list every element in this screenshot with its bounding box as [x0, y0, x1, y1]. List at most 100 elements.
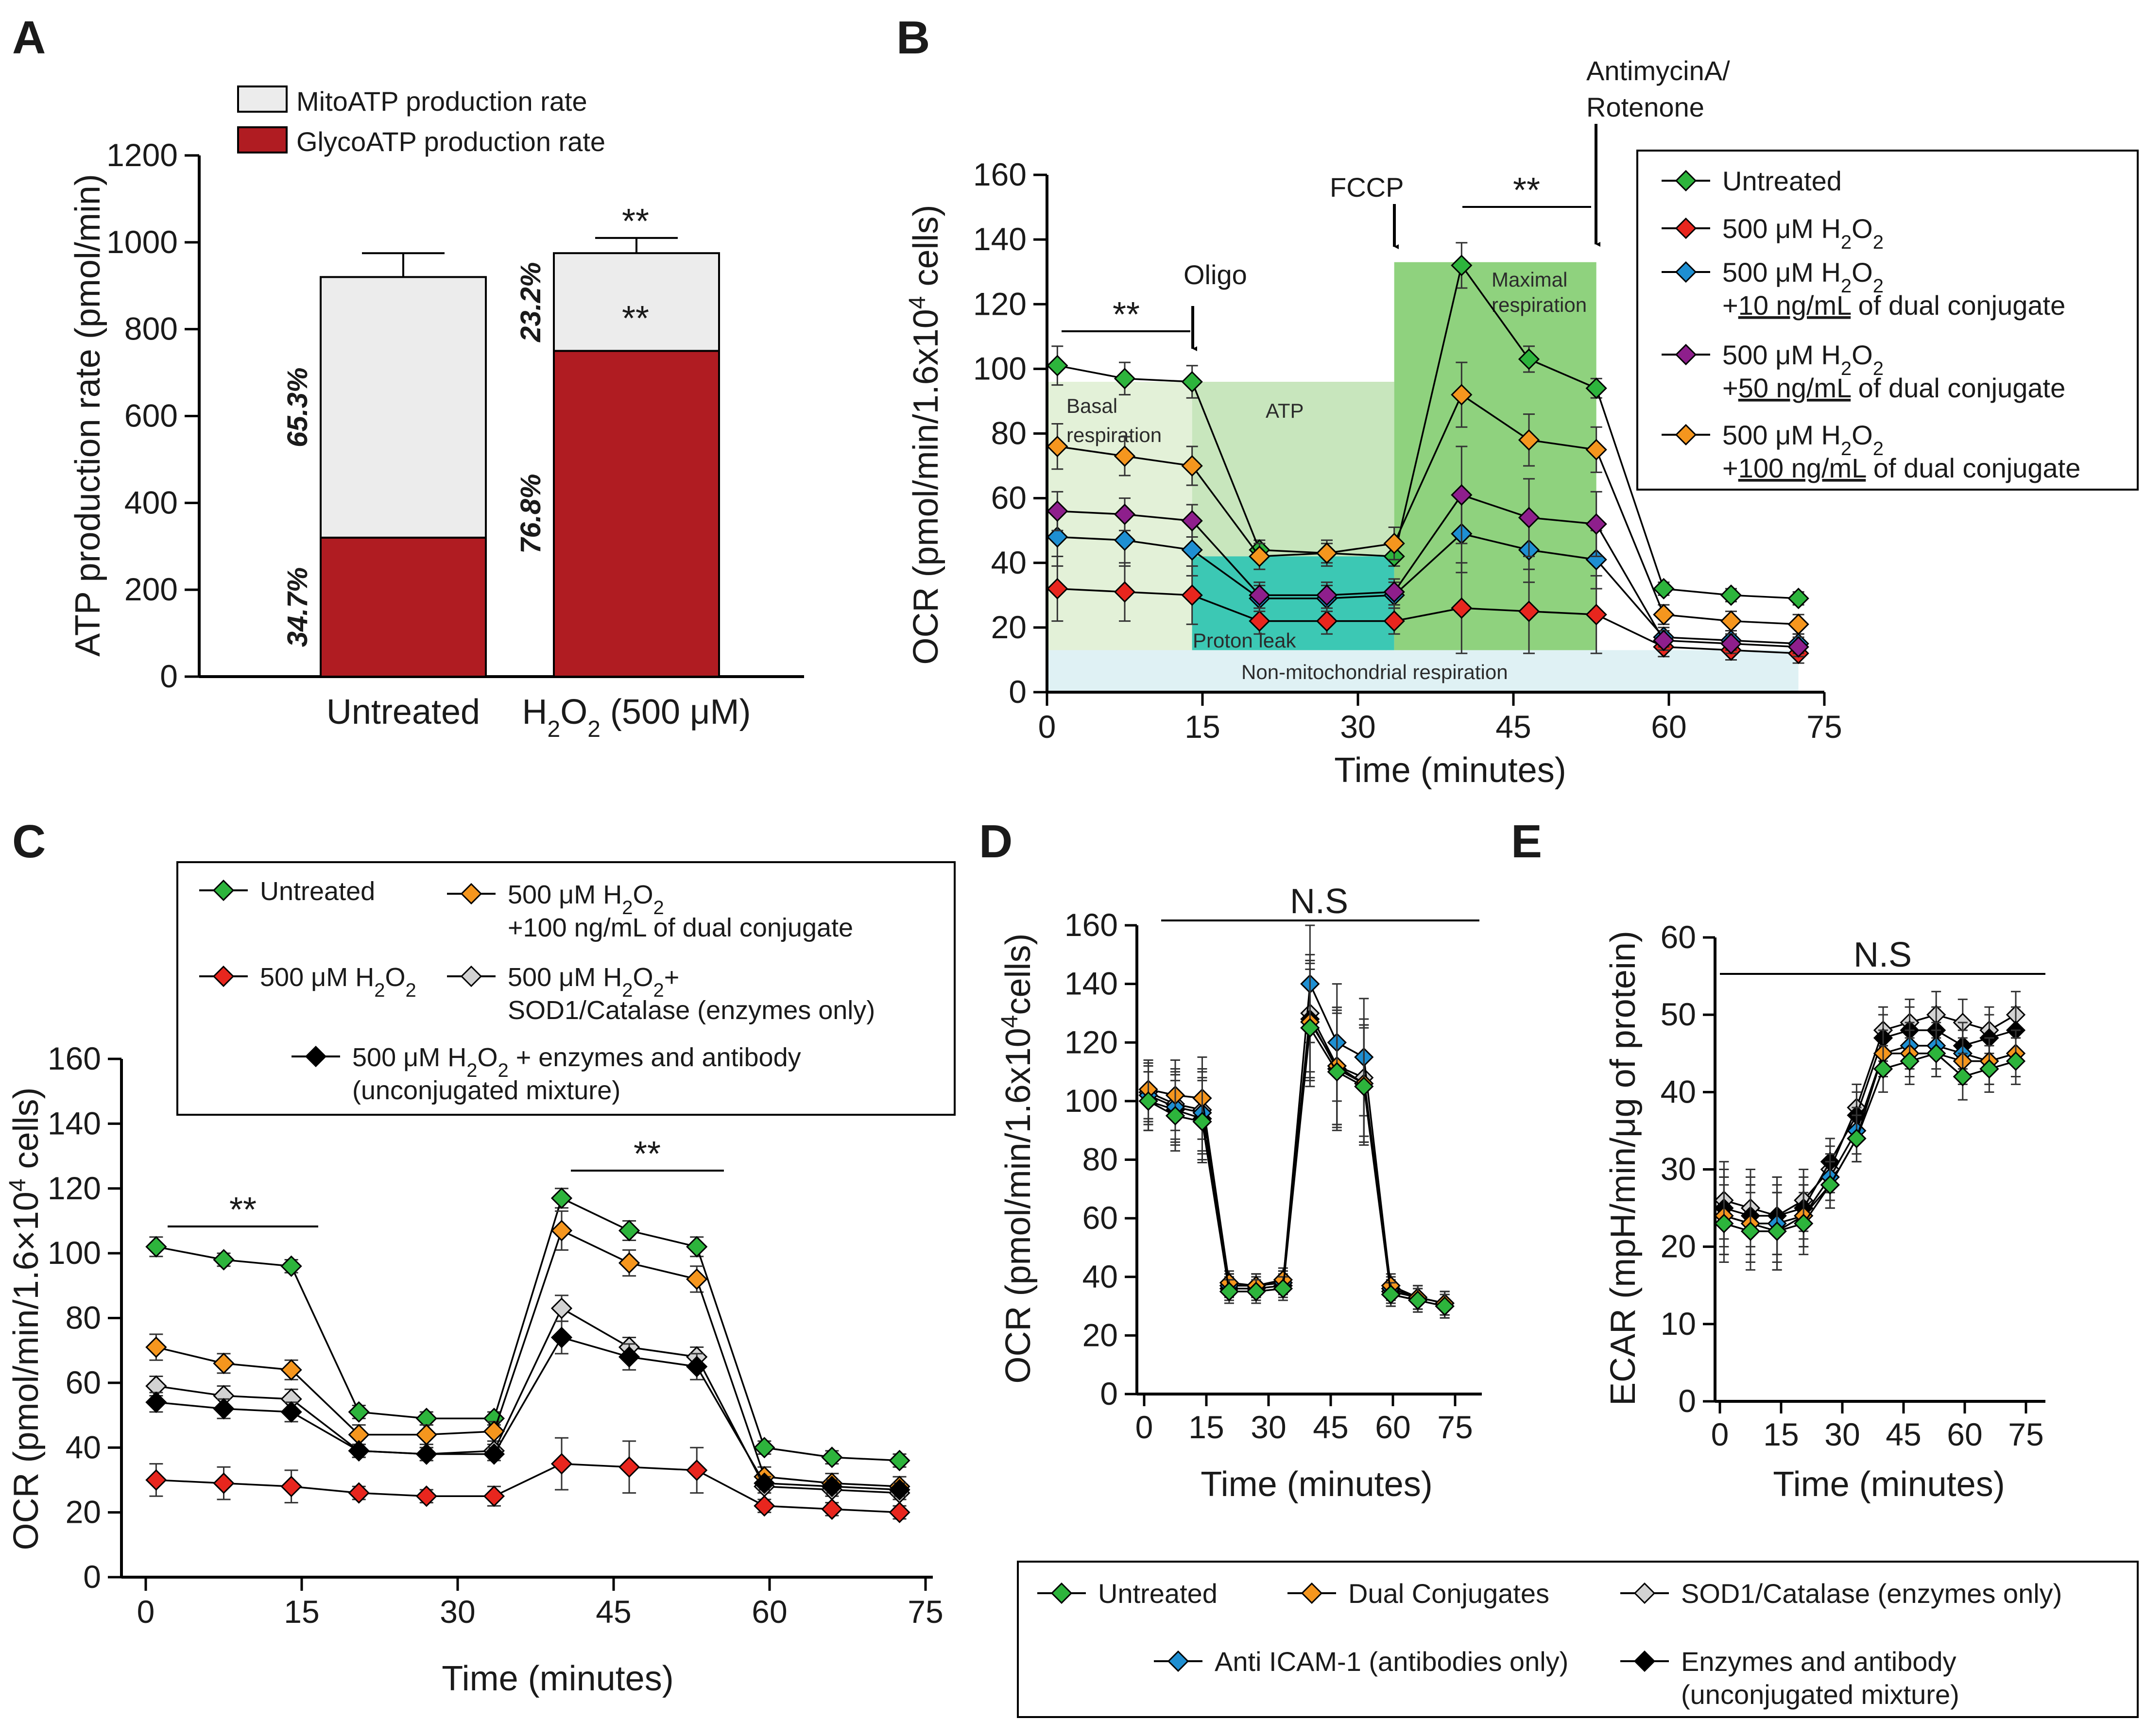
percent-label: 34.7%	[282, 567, 313, 647]
legend-de-dual-label: Dual Conjugates	[1348, 1578, 1549, 1609]
e-ytick-label: 50	[1661, 996, 1696, 1032]
a-ytick-label: 0	[160, 658, 178, 694]
d-xtick-label: 45	[1313, 1409, 1348, 1445]
d-point-untreated	[1381, 1284, 1401, 1305]
b-line-500-m-h-o-10-ng-ml-of-dual-conjugate	[1057, 532, 1799, 645]
c-series-500-m-h-o	[145, 1437, 910, 1523]
legend-de-antibody: Anti ICAM-1 (antibodies only)	[1154, 1646, 1568, 1677]
c-series-500-m-h-o-enzymes-and-antibody-unconjugated-mixture	[145, 1320, 910, 1501]
c-point-untreated	[754, 1437, 775, 1459]
b-ytick-label: 20	[991, 609, 1027, 645]
e-line-sod1-catalase-enzymes-only	[1723, 1014, 2016, 1217]
b-ytick-label: 40	[991, 545, 1027, 580]
e-point-untreated	[1873, 1059, 1893, 1079]
c-point-500-m-h-o	[686, 1459, 708, 1481]
b-line-500-m-h-o-50-ng-ml-of-dual-conjugate	[1057, 494, 1799, 648]
b-point-untreated	[1720, 584, 1742, 606]
legend-b-untreated-marker	[1675, 170, 1697, 192]
c-xtick-label: 15	[284, 1594, 319, 1630]
c-ytick-label: 100	[48, 1235, 101, 1271]
d-point-untreated	[1435, 1296, 1455, 1316]
c-point-500-m-h-o-enzymes-and-antibody-unconjugated-mixture	[550, 1327, 573, 1348]
b-point-500-m-h-o-10-ng-ml-of-dual-conjugate	[1181, 539, 1203, 561]
c-point-500-m-h-o-enzymes-and-antibody-unconjugated-mixture	[686, 1356, 708, 1378]
legend-c-100ng-marker	[460, 883, 482, 905]
b-point-500-m-h-o-100-ng-ml-of-dual-conjugate	[1249, 545, 1270, 567]
d-ytick-label: 20	[1082, 1317, 1118, 1353]
b-ytick-label: 80	[991, 415, 1027, 451]
d-xtick-label: 15	[1188, 1409, 1224, 1445]
e-point-untreated	[2006, 1051, 2026, 1071]
d-line-untreated	[1148, 1025, 1445, 1307]
e-ytick-label: 40	[1661, 1073, 1696, 1109]
c-point-500-m-h-o	[618, 1456, 640, 1478]
panel-letter-d: D	[979, 816, 1012, 868]
panel-d: D 0 20 40 60 80 100 120 140 160 0 15 30 45 60 75 OCR (…	[979, 816, 1482, 1504]
zones-b	[1047, 262, 1799, 692]
d-xtick-label: 75	[1437, 1409, 1473, 1445]
category-label-untreated: Untreated	[326, 693, 480, 732]
b-series-500-m-h-o-100-ng-ml-of-dual-conjugate	[1047, 361, 1809, 635]
b-point-500-m-h-o-50-ng-ml-of-dual-conjugate	[1383, 581, 1405, 603]
x-axis-label-d: Time (minutes)	[1201, 1465, 1432, 1504]
c-point-500-m-h-o	[754, 1495, 775, 1517]
e-xtick-label: 75	[2008, 1416, 2043, 1452]
legend-b-100ng-marker	[1675, 424, 1697, 446]
zone-label-maximal-1: Maximal	[1492, 268, 1567, 291]
c-point-500-m-h-o-enzymes-and-antibody-unconjugated-mixture	[415, 1443, 437, 1465]
b-point-500-m-h-o	[1181, 584, 1203, 606]
legend-de: Untreated Dual Conjugates SOD1/Catalase (e…	[1017, 1561, 2139, 1718]
b-point-500-m-h-o	[1518, 600, 1540, 622]
e-xtick-label: 0	[1711, 1416, 1729, 1452]
legend-c-100ng-label: +100 ng/mL of dual conjugate	[508, 913, 853, 942]
legend-label-glyco: GlycoATP production rate	[296, 126, 605, 157]
b-point-500-m-h-o	[1114, 581, 1136, 603]
legend-box-c	[176, 861, 956, 1116]
zone-label-proton-leak: Proton leak	[1193, 629, 1296, 652]
y-axis-label-b: OCR (pmol/min/1.6x104 cells)	[905, 205, 946, 665]
c-point-500-m-h-o-enzymes-and-antibody-unconjugated-mixture	[618, 1346, 640, 1368]
y-ticks-a: 0 200 400 600 800 1000 1200	[106, 137, 199, 694]
d-ytick-label: 40	[1082, 1259, 1118, 1294]
legend-de-mixture-label: (unconjugated mixture)	[1681, 1679, 1959, 1710]
b-point-500-m-h-o-50-ng-ml-of-dual-conjugate	[1518, 507, 1540, 528]
d-ytick-label: 0	[1100, 1376, 1118, 1412]
b-point-untreated	[1518, 348, 1540, 370]
b-point-500-m-h-o-100-ng-ml-of-dual-conjugate	[1720, 610, 1742, 632]
c-point-500-m-h-o	[550, 1453, 573, 1475]
legend-de-enzymes-label: SOD1/Catalase (enzymes only)	[1681, 1578, 2062, 1609]
y-axis-label-a: ATP production rate (pmol/min)	[69, 174, 107, 657]
b-point-500-m-h-o	[1585, 604, 1607, 626]
c-point-untreated	[213, 1249, 235, 1271]
a-ytick-label: 1200	[106, 137, 178, 173]
c-point-untreated	[686, 1236, 708, 1258]
b-point-untreated	[1787, 587, 1809, 610]
b-ytick-label: 0	[1009, 674, 1027, 710]
e-xtick-label: 45	[1886, 1416, 1921, 1452]
legend-b-10ng-marker	[1675, 261, 1697, 283]
b-point-500-m-h-o-100-ng-ml-of-dual-conjugate	[1787, 613, 1809, 635]
e-point-untreated	[1926, 1043, 1946, 1063]
a-ytick-label: 800	[124, 311, 178, 347]
sig-ns-e: N.S	[1853, 936, 1912, 974]
b-point-500-m-h-o-100-ng-ml-of-dual-conjugate	[1181, 455, 1203, 477]
e-ytick-label: 10	[1661, 1306, 1696, 1342]
panel-letter-b: B	[896, 12, 930, 64]
bar-mitoatp-production-rate-untreated	[320, 276, 487, 539]
d-ytick-label: 80	[1082, 1141, 1118, 1177]
c-point-500-m-h-o	[821, 1498, 843, 1520]
b-xtick-label: 0	[1038, 709, 1056, 745]
a-ytick-label: 600	[124, 398, 178, 434]
injection-label-oligo: Oligo	[1184, 259, 1247, 290]
e-series-enzymes-and-antibody-unconjugated-mixture	[1714, 1006, 2026, 1256]
c-xtick-label: 30	[440, 1594, 475, 1630]
legend-de-dual: Dual Conjugates	[1287, 1578, 1549, 1609]
b-line-500-m-h-o	[1057, 588, 1799, 654]
x-axis-label-b: Time (minutes)	[1334, 751, 1566, 790]
percent-label: 76.8%	[515, 474, 547, 553]
c-ytick-label: 0	[83, 1559, 101, 1595]
d-point-untreated	[1246, 1281, 1266, 1302]
a-ytick-label: 1000	[106, 224, 178, 260]
c-point-500-m-h-o	[483, 1485, 505, 1507]
